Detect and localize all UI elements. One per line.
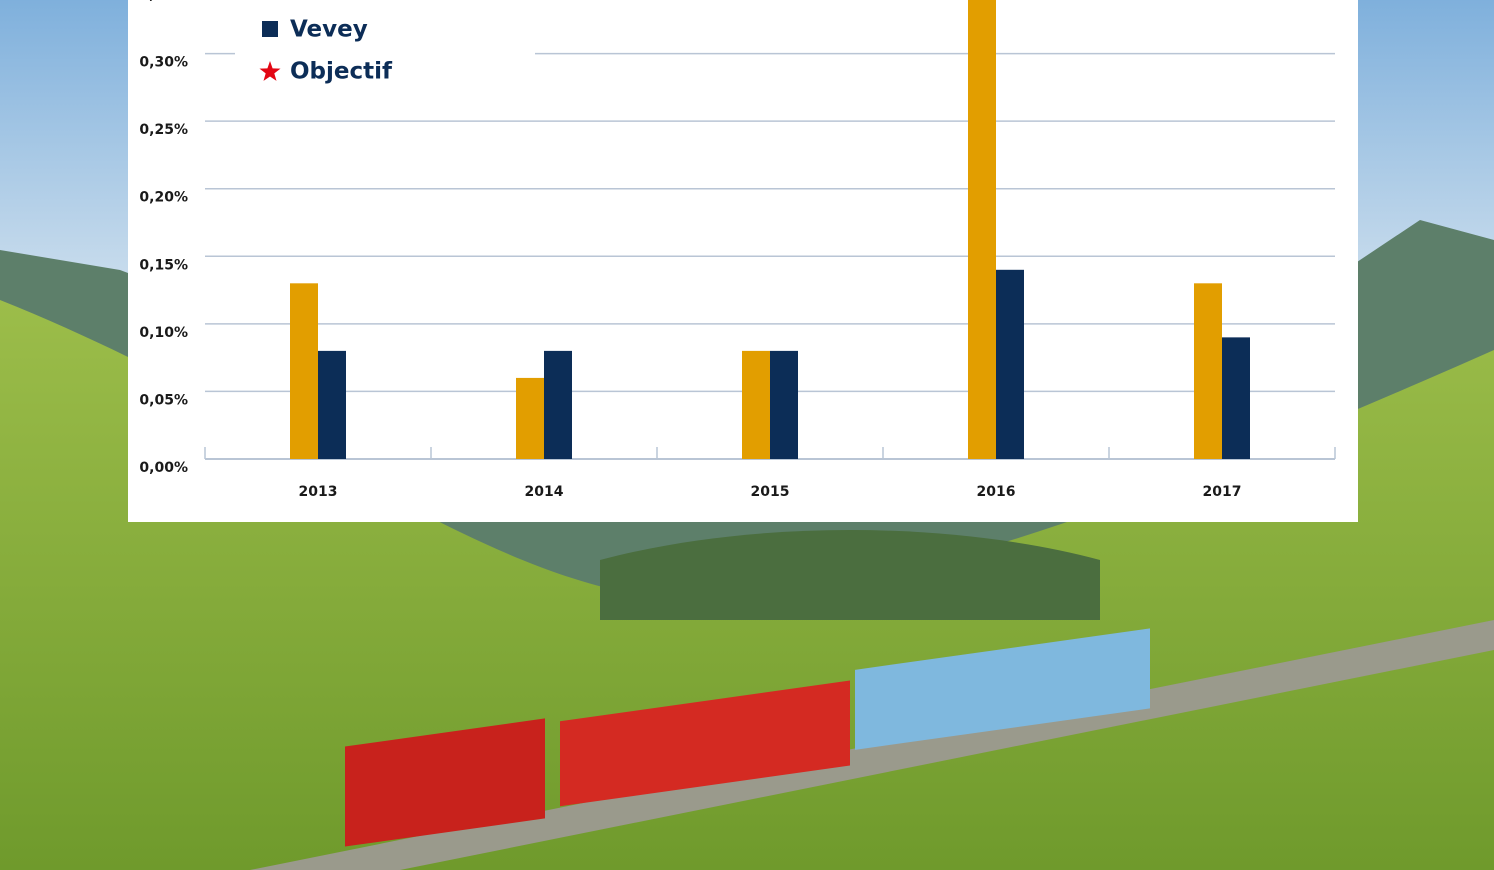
x-tick-label: 2015: [751, 484, 790, 500]
x-tick-label: 2016: [977, 484, 1016, 500]
y-tick-label: 0,25%: [139, 122, 188, 138]
legend-box: [235, 0, 535, 58]
legend-marker: [259, 61, 281, 81]
legend-label: Vevey: [290, 17, 368, 43]
bar: [1222, 337, 1250, 459]
legend-marker: [262, 21, 278, 37]
y-tick-label: 0,20%: [139, 190, 188, 206]
y-tick-label: 0,00%: [139, 460, 188, 476]
bar: [770, 350, 798, 459]
y-tick-label: 0,10%: [139, 325, 188, 341]
bar: [318, 350, 346, 459]
y-tick-label: 0,35%: [139, 0, 188, 3]
legend-label: Objectif: [290, 59, 393, 85]
bar: [290, 283, 318, 459]
x-tick-label: 2014: [525, 484, 564, 500]
bar: [544, 350, 572, 459]
plot: 0,00% 0,05% 0,10% 0,15% 0,20% 0,25% 0,30% 0,35%…: [139, 0, 1336, 500]
bar: [1194, 283, 1222, 459]
x-tick-label: 2017: [1203, 484, 1242, 500]
y-tick-label: 0,30%: [139, 55, 188, 71]
bar: [996, 269, 1024, 459]
bar: [516, 377, 544, 459]
bar: [968, 0, 996, 459]
x-tick-label: 2013: [299, 484, 338, 500]
bar: [742, 350, 770, 459]
y-tick-label: 0,05%: [139, 392, 188, 408]
y-tick-label: 0,15%: [139, 257, 188, 273]
